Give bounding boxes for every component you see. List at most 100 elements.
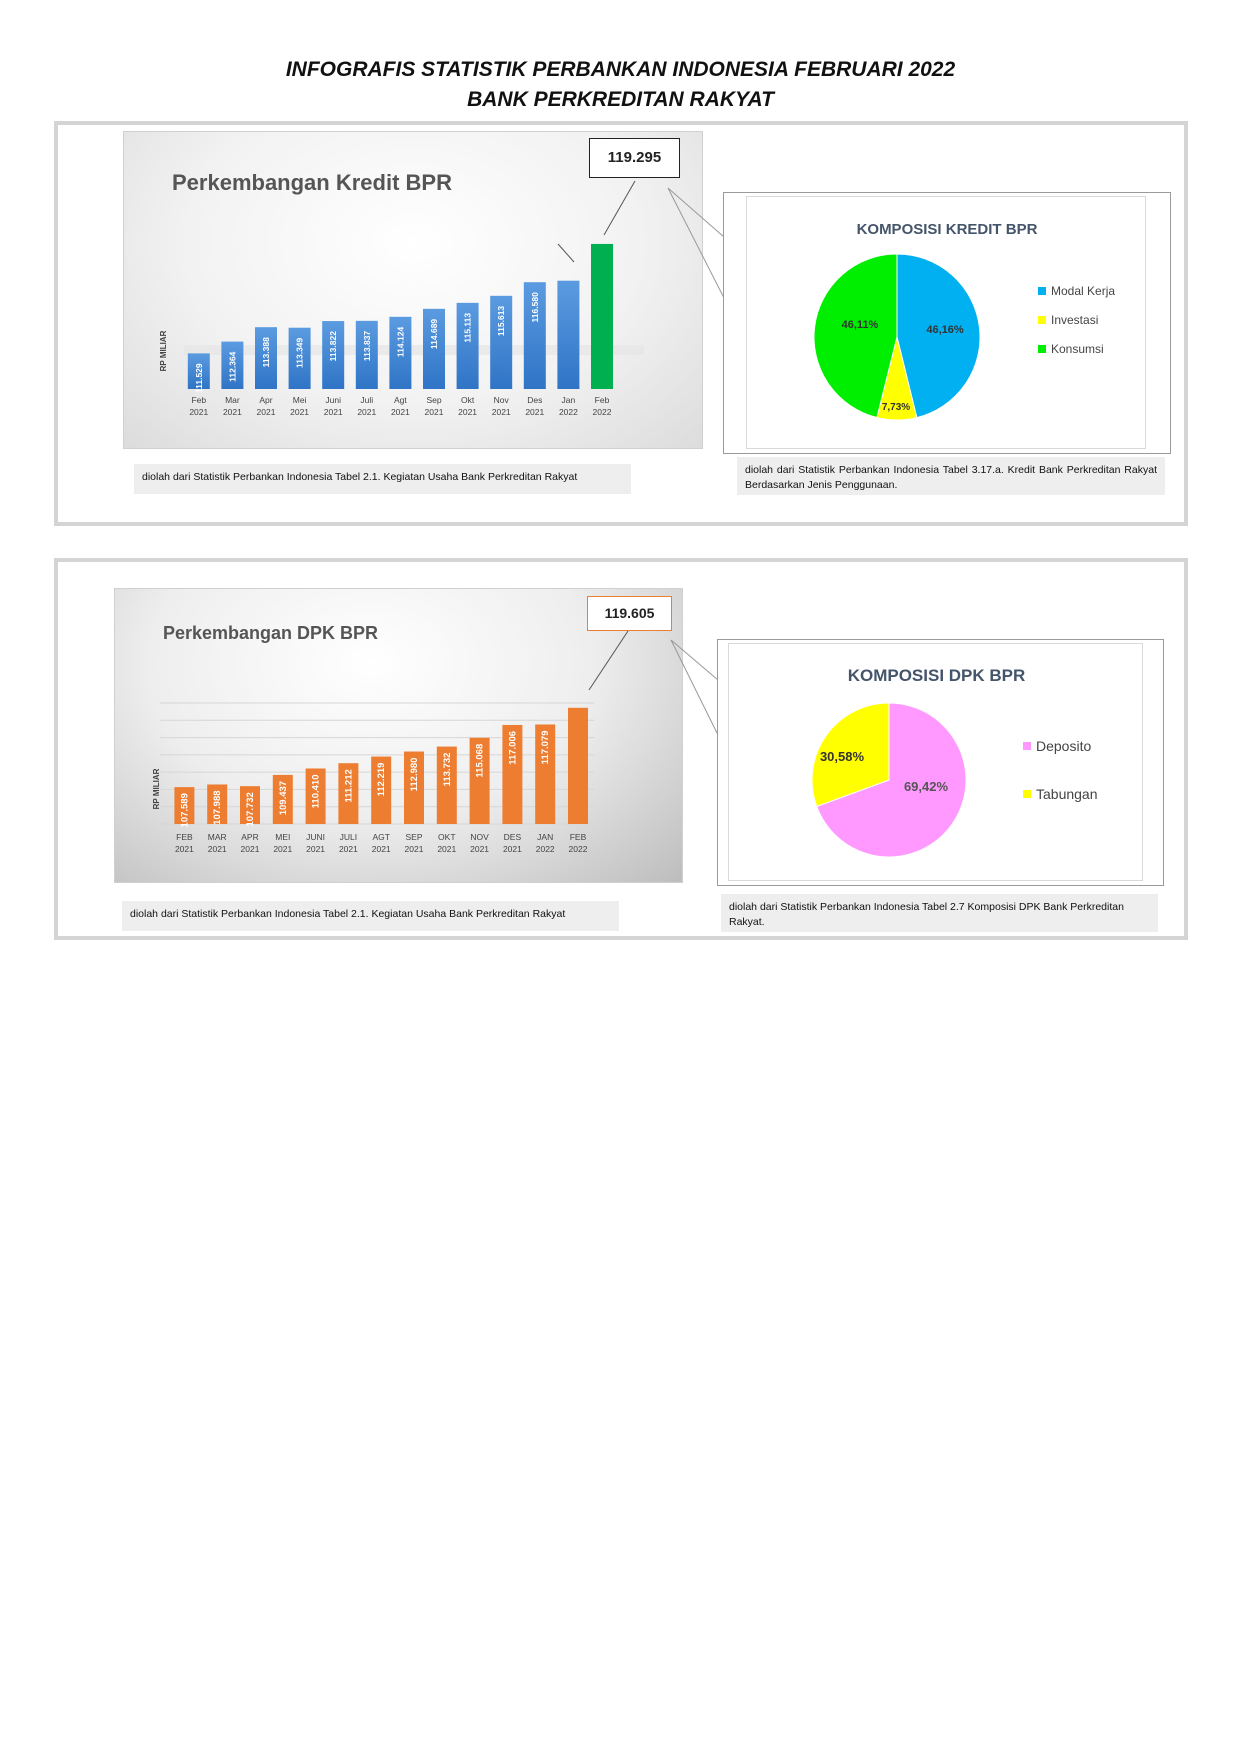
x-tick-label: Juli (360, 395, 373, 405)
bar-value-label: 110.410 (311, 774, 322, 808)
kredit-bar-chart: Perkembangan Kredit BPR RP MILIAR 111.529… (123, 131, 703, 449)
x-tick-label: Jan (562, 395, 576, 405)
x-tick-label-year: 2021 (470, 844, 489, 854)
bar-value-label: 111.212 (343, 769, 354, 802)
bar-value-label: 113.349 (295, 337, 305, 368)
legend-label: Konsumsi (1051, 342, 1104, 356)
x-tick-label: NOV (470, 832, 489, 842)
kredit-pie-title: KOMPOSISI KREDIT BPR (856, 221, 1038, 238)
bar-value-label: 112.980 (409, 758, 420, 792)
bar-value-label: 115.068 (475, 744, 486, 778)
bar-value-label: 113.822 (328, 331, 338, 362)
y-axis-label: RP MILIAR (159, 330, 168, 371)
dpk-plot: RP MILIAR 107.589 FEB 2021 107.988 MAR 2021 107… (152, 702, 595, 854)
x-tick-label: DES (504, 832, 522, 842)
page-title-line2: BANK PERKREDITAN RAKYAT (467, 88, 774, 111)
kredit-callout-latest: 119.295 (589, 138, 680, 178)
bar-highlight (591, 243, 613, 389)
x-tick-label-year: 2021 (257, 407, 276, 417)
bar (305, 768, 326, 824)
bar-value-label: 117.079 (540, 730, 551, 764)
bar (174, 787, 195, 824)
legend-item-investasi: Investasi (1038, 313, 1115, 327)
x-tick-label: JAN (537, 832, 553, 842)
kredit-plot: RP MILIAR 111.529 Feb 2021 112.364 Mar 2021 113… (159, 243, 644, 417)
legend-item-tabungan: Tabungan (1023, 786, 1098, 802)
x-tick-label-year: 2022 (593, 407, 612, 417)
bar-value-label: 113.837 (362, 331, 372, 362)
bar-value-label: 107.732 (245, 792, 256, 826)
x-tick-label-year: 2021 (458, 407, 477, 417)
x-tick-label-year: 2021 (372, 844, 391, 854)
pie-value-label: 46,11% (842, 319, 879, 331)
dpk-callout-latest: 119.605 (587, 596, 672, 631)
legend-label: Tabungan (1036, 786, 1098, 802)
x-tick-label-year: 2021 (525, 407, 544, 417)
kredit-chart-title: Perkembangan Kredit BPR (172, 170, 452, 195)
x-tick-label-year: 2021 (339, 844, 358, 854)
bar (187, 353, 210, 389)
floor-shadow (184, 345, 644, 355)
legend-swatch (1023, 742, 1031, 750)
dpk-bar-chart: Perkembangan DPK BPR RP MILIAR 107.589 FEB… (114, 588, 683, 883)
bar-value-label: 113.732 (442, 753, 453, 787)
x-tick-label: Feb (595, 395, 610, 405)
pie-value-label: 69,42% (904, 779, 949, 794)
pie-value-label: 7,73% (882, 402, 910, 413)
pie-slice (816, 702, 967, 858)
pie-value-label: 30,58% (820, 749, 865, 764)
bar (355, 320, 378, 389)
bar-value-label: 109.437 (278, 781, 289, 815)
x-tick-label-year: 2021 (273, 844, 292, 854)
bar (272, 774, 293, 824)
x-tick-label-year: 2021 (208, 844, 227, 854)
legend-swatch (1038, 345, 1046, 353)
legend-swatch (1023, 790, 1031, 798)
dpk-pie-chart: KOMPOSISI DPK BPR 69,42% 30,58% Deposito … (728, 643, 1143, 881)
x-tick-label: Sep (426, 395, 441, 405)
bar (255, 327, 277, 389)
x-tick-label-year: 2022 (569, 844, 588, 854)
bar (557, 280, 580, 389)
bar-value-label: 115.613 (496, 306, 506, 337)
x-tick-label-year: 2021 (290, 407, 309, 417)
pie-slice (813, 253, 898, 419)
x-tick-label: Juni (325, 395, 341, 405)
x-tick-label: Okt (461, 395, 475, 405)
x-tick-label: Feb (191, 395, 206, 405)
pie-slice (811, 702, 890, 808)
x-tick-label-year: 2021 (241, 844, 260, 854)
legend-label: Deposito (1036, 738, 1092, 754)
bar (338, 763, 359, 824)
bar (322, 321, 345, 389)
bar-value-label: 114.124 (395, 327, 405, 358)
x-tick-label-year: 2021 (492, 407, 511, 417)
x-tick-label-year: 2021 (425, 407, 444, 417)
x-tick-label: JUNI (306, 832, 325, 842)
bar (523, 282, 546, 389)
bar (469, 737, 490, 824)
kredit-pie-plot: 46,16% 7,73% 46,11% (813, 253, 981, 421)
bar-value-label: 107.988 (212, 790, 223, 824)
x-tick-label-year: 2021 (503, 844, 522, 854)
x-tick-label: Mar (225, 395, 240, 405)
bar (423, 308, 445, 389)
kredit-pie-source-note: diolah dari Statistik Perbankan Indonesi… (737, 457, 1165, 495)
legend-swatch (1038, 316, 1046, 324)
x-tick-label: Nov (494, 395, 510, 405)
x-tick-label-year: 2022 (559, 407, 578, 417)
dpk-pie-source-note: diolah dari Statistik Perbankan Indonesi… (721, 894, 1158, 932)
x-tick-label-year: 2021 (306, 844, 325, 854)
bar (240, 786, 260, 824)
bar (221, 341, 244, 389)
x-tick-label-year: 2021 (357, 407, 376, 417)
bar (490, 295, 513, 389)
x-tick-label-year: 2022 (536, 844, 555, 854)
dpk-source-note: diolah dari Statistik Perbankan Indonesi… (122, 901, 619, 931)
x-tick-label: Apr (259, 395, 272, 405)
x-tick-label-year: 2021 (223, 407, 242, 417)
bar-value-label: 111.529 (194, 363, 204, 393)
bar (389, 316, 412, 389)
bar-value-label: 115.113 (463, 313, 473, 343)
legend-item-konsumsi: Konsumsi (1038, 342, 1115, 356)
